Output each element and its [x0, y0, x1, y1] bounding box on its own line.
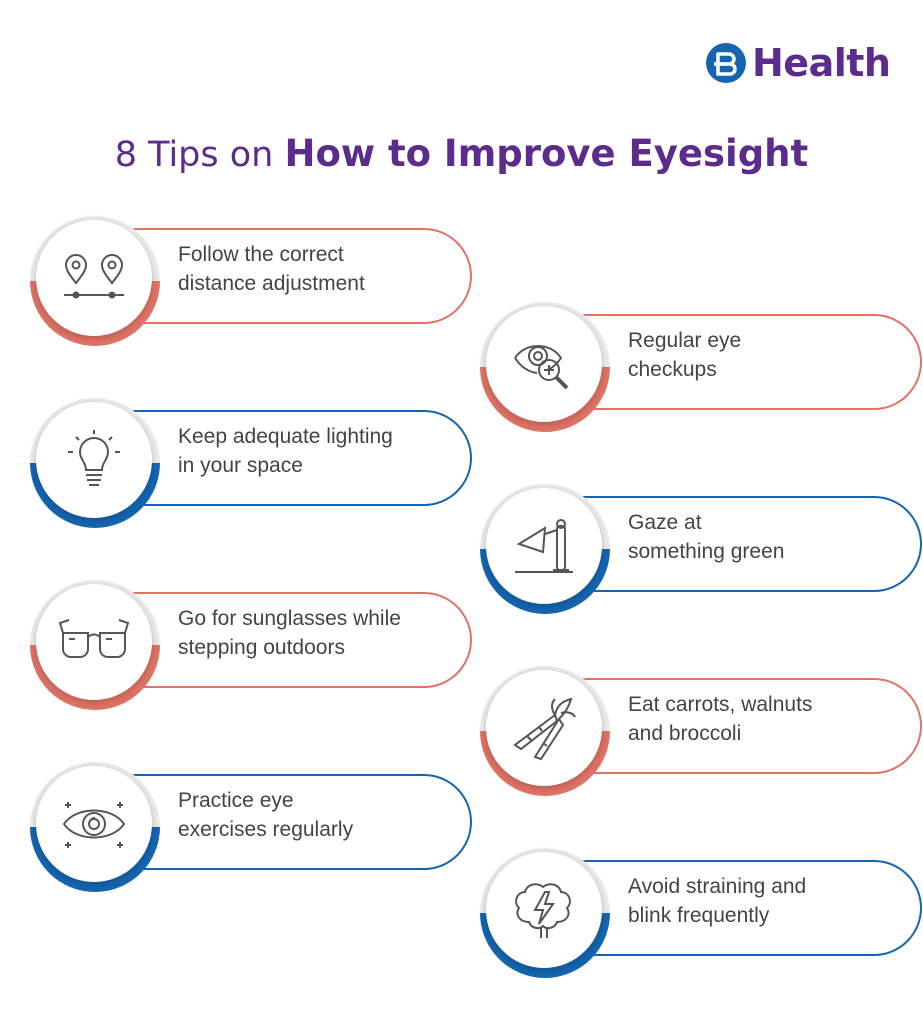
tip-card: Eat carrots, walnuts and broccoli [480, 666, 923, 798]
tip-label: Go for sunglasses while stepping outdoor… [178, 604, 468, 662]
tip-card: Avoid straining and blink frequently [480, 848, 923, 980]
tip-card: Regular eye checkups [480, 302, 923, 434]
tip-label: Gaze at something green [628, 508, 918, 566]
tip-icon-disc [36, 766, 152, 882]
tip-card: Go for sunglasses while stepping outdoor… [30, 580, 480, 712]
tip-label-line: Practice eye [178, 789, 294, 812]
tip-label-line: stepping outdoors [178, 636, 345, 659]
title-prefix: 8 Tips on [114, 135, 274, 175]
tip-label-line: checkups [628, 358, 717, 381]
tip-icon-disc [486, 488, 602, 604]
tip-label-line: distance adjustment [178, 272, 365, 295]
tip-label-line: Regular eye [628, 329, 742, 352]
tip-icon-disc [36, 220, 152, 336]
tip-icon-disc [36, 402, 152, 518]
tip-label-line: Avoid straining and [628, 875, 807, 898]
tip-icon-disc [486, 306, 602, 422]
sparkling-eye-icon [62, 802, 126, 848]
title-emphasis: How to Improve Eyesight [284, 132, 809, 175]
tip-card: Practice eye exercises regularly [30, 762, 480, 894]
light-bulb-icon [68, 430, 120, 486]
tip-label: Regular eye checkups [628, 326, 918, 384]
tip-label: Keep adequate lighting in your space [178, 422, 468, 480]
tip-label: Eat carrots, walnuts and broccoli [628, 690, 918, 748]
tip-label-line: Keep adequate lighting [178, 425, 393, 448]
brand-logo: Health [706, 38, 891, 88]
tip-label: Avoid straining and blink frequently [628, 872, 918, 930]
tip-label-line: Follow the correct [178, 243, 344, 266]
tip-label-line: and broccoli [628, 722, 742, 745]
carrots-icon [513, 697, 576, 761]
tip-icon-disc [36, 584, 152, 700]
tip-label-line: Go for sunglasses while [178, 607, 401, 630]
tip-icon-disc [486, 670, 602, 786]
page-title: 8 Tips on How to Improve Eyesight [0, 132, 923, 175]
brand-name: Health [752, 41, 891, 85]
brain-lightning-icon [515, 883, 571, 938]
bajaj-b-logo-icon [706, 43, 746, 83]
location-pins-icon [64, 254, 124, 299]
eye-magnifier-icon [514, 345, 569, 390]
sunglasses-icon [58, 619, 130, 658]
tip-label: Follow the correct distance adjustment [178, 240, 468, 298]
tip-label-line: blink frequently [628, 904, 770, 927]
tip-label-line: Gaze at [628, 511, 702, 534]
tip-card: Follow the correct distance adjustment [30, 216, 480, 348]
desk-lamp-icon [515, 519, 573, 573]
tip-label-line: something green [628, 540, 785, 563]
tip-label-line: Eat carrots, walnuts [628, 693, 813, 716]
tip-icon-disc [486, 852, 602, 968]
tip-card: Gaze at something green [480, 484, 923, 616]
tip-card: Keep adequate lighting in your space [30, 398, 480, 530]
tip-label-line: exercises regularly [178, 818, 354, 841]
tip-label-line: in your space [178, 454, 303, 477]
tip-label: Practice eye exercises regularly [178, 786, 468, 844]
